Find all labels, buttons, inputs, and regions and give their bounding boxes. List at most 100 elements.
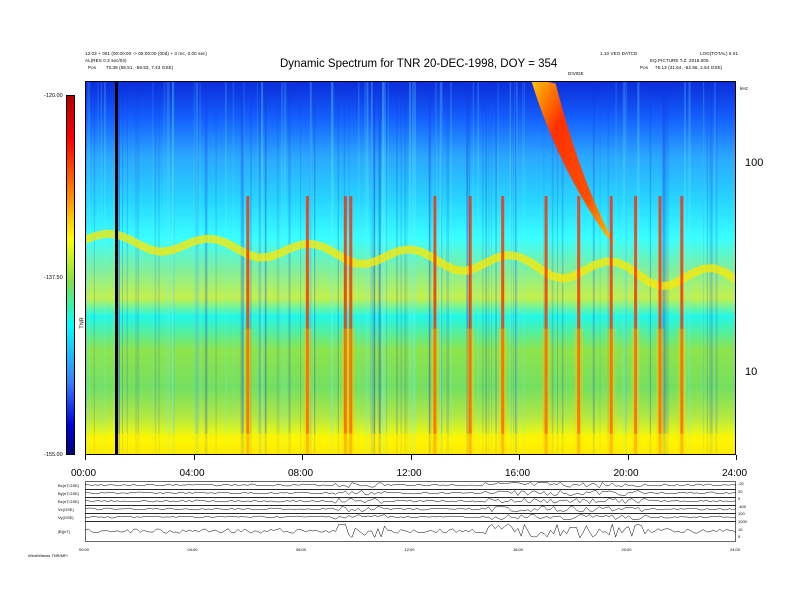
texture-streak (337, 81, 339, 455)
texture-streak (264, 81, 267, 455)
header-pos-value-left: 70.38 (58.51, -59.53, 7.43 GSE) (106, 65, 174, 70)
type-iii-burst-halo (677, 328, 686, 455)
texture-streak (387, 81, 389, 455)
panel-frame (85, 513, 736, 522)
texture-streak (556, 81, 559, 455)
type-iii-burst-halo (243, 328, 252, 455)
type-iii-burst-halo (341, 328, 350, 455)
texture-streak (152, 81, 154, 455)
texture-streak (195, 81, 199, 455)
texture-streak (637, 81, 640, 455)
texture-streak (373, 81, 376, 455)
texture-streak (122, 81, 124, 455)
texture-streak (599, 81, 601, 455)
texture-streak (166, 81, 169, 455)
header-info-right-1b: LOG(TOTAL) 6.01 (700, 51, 739, 56)
texture-streak (396, 81, 398, 455)
x-tick-mark (302, 455, 303, 460)
texture-streak (154, 81, 157, 455)
panel-right-tick: 0 (738, 496, 741, 502)
texture-streak (371, 81, 373, 455)
texture-streak (373, 81, 376, 455)
texture-streak (243, 81, 245, 455)
panel-frame (85, 497, 736, 506)
x-tick-label: 00:00 (71, 468, 97, 479)
x-tick-mark (519, 455, 520, 460)
panel-label: Vy(GSE) (58, 515, 74, 520)
texture-streak (256, 81, 258, 455)
texture-streak (97, 81, 99, 455)
texture-streak (509, 81, 512, 455)
texture-streak (314, 81, 316, 455)
texture-streak (225, 81, 227, 455)
header-unit-divide: DIVIDE (568, 71, 584, 76)
texture-streak (439, 81, 443, 455)
texture-streak (663, 81, 665, 455)
type-iii-burst-halo (656, 328, 664, 455)
type-iii-burst (433, 196, 437, 455)
texture-streak (283, 81, 287, 455)
spectrogram-plot (85, 81, 736, 455)
header-info-left-1: 12:03 + 001 (00:00:00 -> 05:00:00 (00d) … (85, 51, 208, 56)
texture-streak (662, 81, 665, 455)
type-iii-burst (609, 196, 613, 455)
texture-streak (649, 81, 652, 455)
type-iii-burst-halo (430, 328, 439, 455)
type-iii-burst-halo (542, 328, 551, 455)
plasma-line-band (85, 229, 736, 291)
texture-streak (167, 81, 170, 455)
panel-time-tick: 20:00 (621, 547, 632, 552)
texture-streak (281, 81, 283, 455)
texture-streak (300, 81, 301, 455)
type-iii-burst (577, 196, 581, 455)
panel-time-tick: 24:00 (730, 547, 741, 552)
colorbar (66, 95, 75, 455)
drifting-emission (531, 81, 616, 245)
type-iii-burst (305, 196, 309, 455)
y-unit-label: kHz (740, 86, 749, 91)
type-iii-burst-halo (498, 328, 507, 455)
texture-streak (488, 81, 490, 455)
panel-trace (84, 514, 736, 521)
texture-streak (497, 81, 499, 455)
lower-panels-svg (84, 481, 737, 542)
texture-streak (522, 81, 524, 455)
panel-right-tick: -400 (738, 503, 747, 509)
texture-streak (561, 81, 564, 455)
texture-streak (364, 81, 367, 455)
panel-label: Bz(nT,GSE) (58, 499, 80, 504)
time-cursor-line[interactable] (115, 81, 118, 455)
type-iii-burst-halo (303, 328, 312, 455)
texture-streak (138, 81, 140, 455)
type-iii-burst (544, 196, 548, 455)
texture-streak (386, 81, 388, 455)
texture-streak (409, 81, 411, 455)
texture-streak (378, 81, 381, 455)
texture-streak (382, 81, 385, 455)
texture-streak (173, 81, 175, 455)
panel-trace (85, 490, 737, 497)
header-info-left-2: AL(RES 0.3 sec/04) (85, 58, 127, 63)
panel-time-tick: 04:00 (187, 547, 198, 552)
texture-streak (428, 81, 431, 455)
texture-streak (195, 81, 198, 455)
texture-streak (513, 81, 514, 455)
texture-streak (240, 81, 243, 455)
y-tick-10: 10 (745, 366, 758, 378)
colorbar-mid-label: -137.50 (44, 275, 63, 281)
texture-streak (667, 81, 669, 455)
panel-time-tick: 16:00 (513, 547, 524, 552)
x-tick-label: 24:00 (722, 468, 748, 479)
type-iii-burst (343, 196, 347, 455)
texture-streak (241, 81, 245, 455)
type-iii-burst-halo (574, 328, 583, 455)
header-pos-value-right: 75.13 (41.64, -62.56, 2.54 GSE) (655, 65, 723, 70)
panel-trace (84, 523, 737, 539)
type-iii-burst-halo (607, 328, 616, 455)
x-tick-label: 12:00 (396, 468, 422, 479)
texture-streak (371, 81, 373, 455)
panel-frame (85, 521, 736, 542)
texture-streak (309, 81, 312, 455)
panel-label: |B|(nT) (58, 529, 71, 534)
texture-streak (684, 81, 686, 455)
